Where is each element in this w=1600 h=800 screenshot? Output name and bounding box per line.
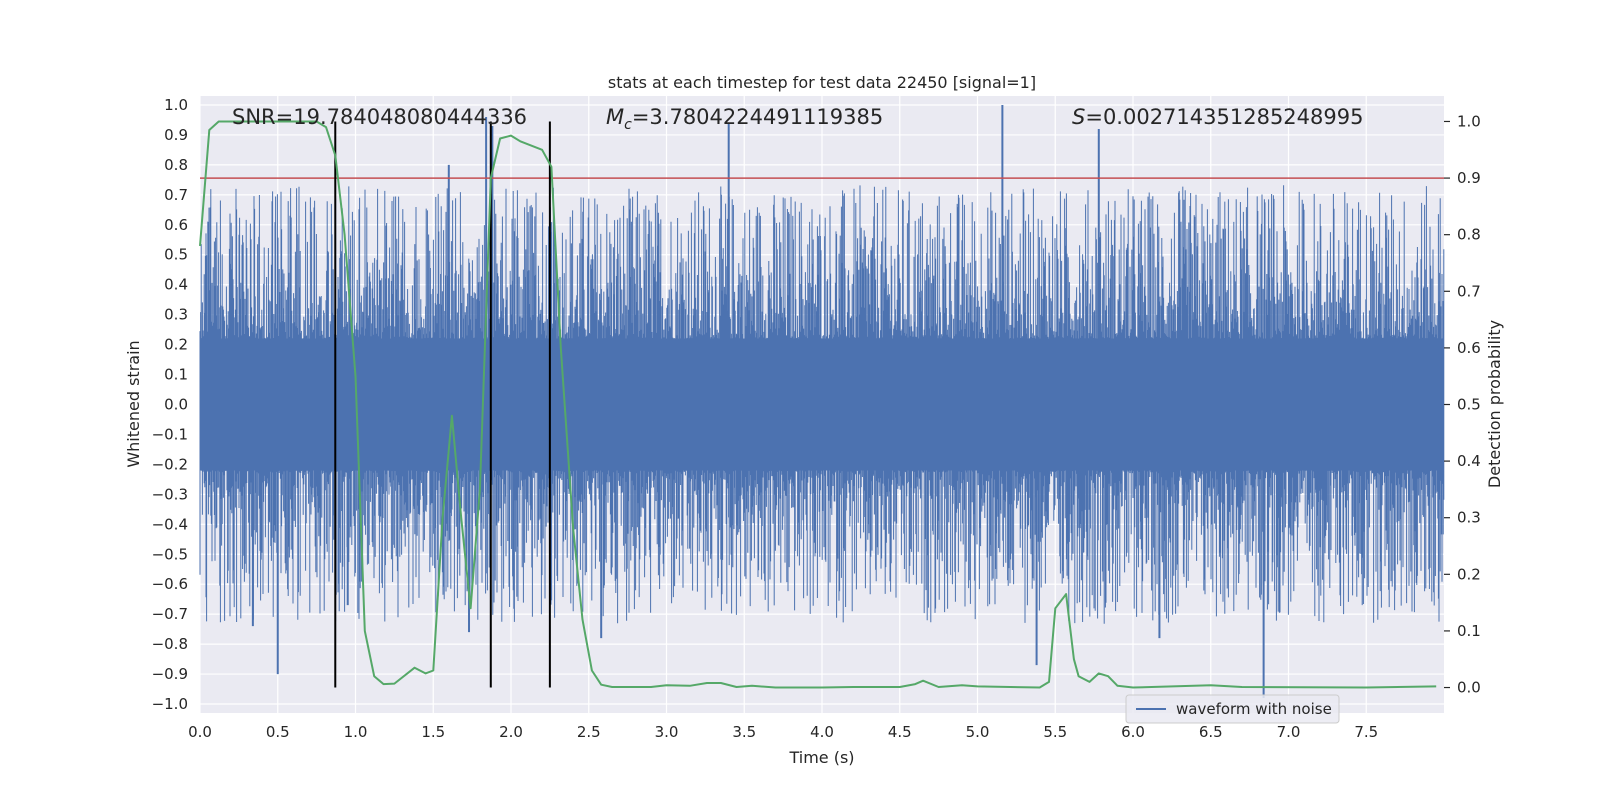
- annotations: SNR=19.784048080444336 Mc=3.780422449111…: [232, 105, 1363, 133]
- x-tick-label: 7.5: [1354, 723, 1378, 741]
- y-left-tick-label: 1.0: [164, 96, 188, 114]
- waveform-series: [199, 104, 1445, 699]
- legend-label-waveform: waveform with noise: [1176, 700, 1332, 718]
- y-left-tick-label: 0.9: [164, 126, 188, 144]
- x-tick-label: 7.0: [1277, 723, 1301, 741]
- x-tick-label: 1.5: [421, 723, 445, 741]
- x-tick-label: 5.0: [966, 723, 990, 741]
- y-left-tick-label: −0.9: [152, 665, 188, 683]
- y-left-tick-label: −0.2: [152, 455, 188, 473]
- y-right-tick-label: 1.0: [1457, 112, 1481, 130]
- y-right-tick-label: 0.8: [1457, 226, 1481, 244]
- y-axis-label-right: Detection probability: [1485, 320, 1504, 488]
- chirp-mass-symbol: M: [606, 105, 624, 129]
- y-axis-label-left: Whitened strain: [124, 340, 143, 467]
- y-left-tick-label: −0.1: [152, 425, 188, 443]
- probability-line: [199, 120, 1437, 689]
- y-left-tick-label: 0.1: [164, 366, 188, 384]
- y-left-tick-label: −1.0: [152, 695, 188, 713]
- y-left-tick-label: −0.8: [152, 635, 188, 653]
- s-symbol: S: [1072, 105, 1085, 129]
- y-left-tick-label: −0.7: [152, 605, 188, 623]
- y-right-tick-label: 0.1: [1457, 622, 1481, 640]
- y-left-tick-label: 0.2: [164, 336, 188, 354]
- y-left-tick-label: 0.4: [164, 276, 188, 294]
- chirp-mass-subscript: c: [624, 117, 632, 133]
- x-tick-label: 4.0: [810, 723, 834, 741]
- x-tick-label: 3.0: [655, 723, 679, 741]
- x-tick-label: 3.5: [732, 723, 756, 741]
- chart-title: stats at each timestep for test data 224…: [608, 73, 1036, 92]
- y-left-tick-label: 0.0: [164, 396, 188, 414]
- y-left-tick-label: 0.6: [164, 216, 188, 234]
- waveform-noise: [199, 185, 1445, 624]
- x-tick-label: 4.5: [888, 723, 912, 741]
- y-right-tick-label: 0.6: [1457, 339, 1481, 357]
- x-tick-label: 6.0: [1121, 723, 1145, 741]
- y-left-tick-label: −0.4: [152, 515, 188, 533]
- y-right-tick-label: 0.0: [1457, 679, 1481, 697]
- y-left-tick-label: −0.6: [152, 575, 188, 593]
- x-tick-label: 0.5: [266, 723, 290, 741]
- y-left-tick-label: −0.3: [152, 485, 188, 503]
- y-left-tick-label: 0.7: [164, 186, 188, 204]
- y-left-tick-label: 0.3: [164, 306, 188, 324]
- legend: waveform with noise: [1125, 694, 1340, 724]
- s-value: =0.002714351285248995: [1085, 105, 1363, 129]
- y-left-tick-label: 0.5: [164, 246, 188, 264]
- x-tick-label: 5.5: [1043, 723, 1067, 741]
- legend-box: [1125, 694, 1340, 724]
- y-right-tick-label: 0.4: [1457, 452, 1481, 470]
- x-tick-label: 0.0: [188, 723, 212, 741]
- y-right-tick-label: 0.9: [1457, 169, 1481, 187]
- y-right-tick-label: 0.2: [1457, 565, 1481, 583]
- x-axis-label: Time (s): [788, 748, 854, 767]
- x-tick-label: 1.0: [344, 723, 368, 741]
- probability-overlay: [199, 120, 1444, 689]
- chirp-mass-value: =3.7804224491119385: [632, 105, 883, 129]
- snr-annotation: SNR=19.784048080444336: [232, 105, 527, 129]
- y-right-tick-label: 0.7: [1457, 282, 1481, 300]
- x-tick-label: 2.5: [577, 723, 601, 741]
- chirp-mass-annotation: Mc=3.7804224491119385: [606, 105, 883, 133]
- y-right-tick-label: 0.5: [1457, 396, 1481, 414]
- axis-ticks: 0.0 0.5 1.0 1.5 2.0 2.5 3.0 3.5 4.0 4.5 5.0 5.5 6.0 6…: [152, 96, 1481, 741]
- y-right-tick-label: 0.3: [1457, 509, 1481, 527]
- s-annotation: S=0.002714351285248995: [1072, 105, 1363, 129]
- y-left-tick-label: 0.8: [164, 156, 188, 174]
- y-left-tick-label: −0.5: [152, 545, 188, 563]
- x-tick-label: 6.5: [1199, 723, 1223, 741]
- x-tick-label: 2.0: [499, 723, 523, 741]
